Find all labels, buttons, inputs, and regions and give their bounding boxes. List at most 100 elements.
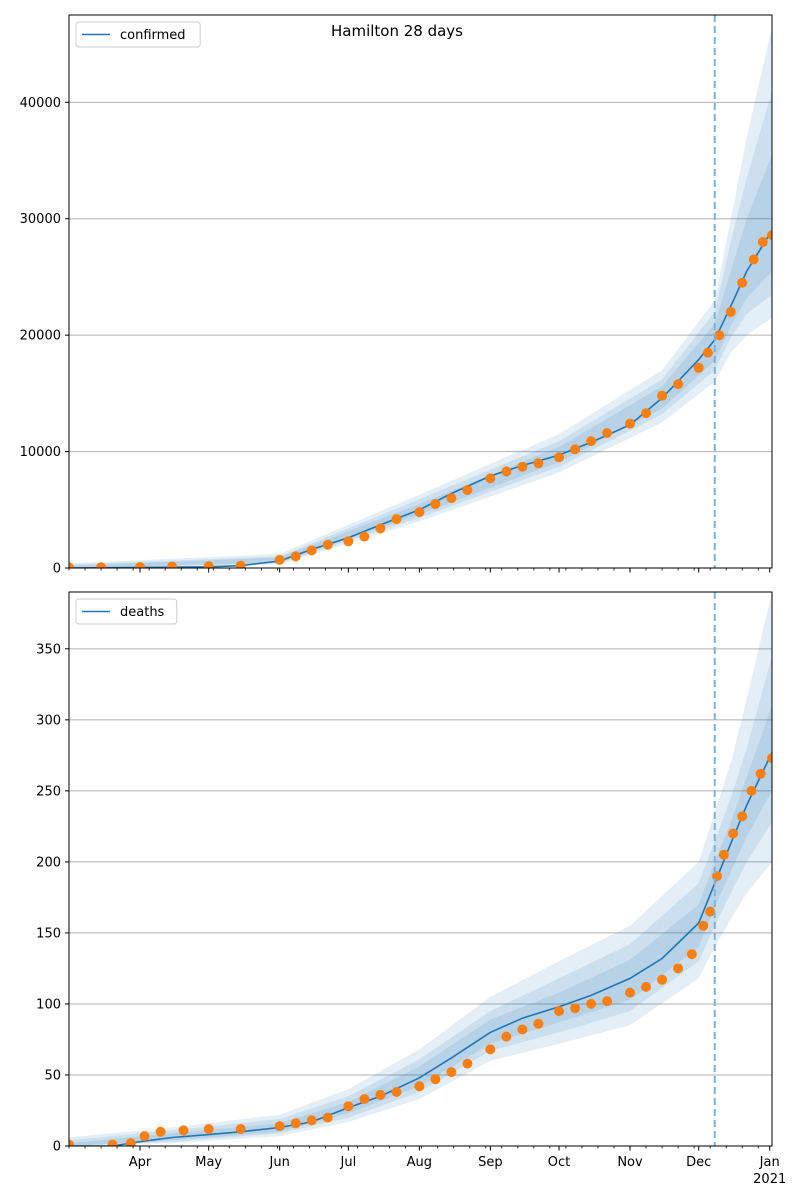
observed-point [686, 949, 697, 960]
observed-point [462, 1058, 473, 1069]
legend-label: confirmed [120, 28, 186, 43]
confirmed-panel: 0 10000 20000 30000 40000 confirmed [20, 14, 773, 577]
observed-point [306, 545, 317, 556]
observed-point [290, 551, 301, 562]
observed-point [391, 1087, 402, 1097]
observed-point [570, 444, 581, 455]
observed-point [359, 531, 370, 542]
observed-point [714, 330, 725, 341]
observed-point [135, 562, 145, 568]
observed-point [446, 493, 457, 504]
observed-point [625, 418, 635, 429]
x-tick-label: Apr [129, 1155, 152, 1170]
observed-point [602, 996, 613, 1007]
observed-point [767, 753, 772, 764]
observed-point [322, 1112, 333, 1123]
axes-frame [68, 591, 773, 1147]
observed-point [274, 554, 285, 565]
observed-point [586, 436, 597, 447]
deaths-legend: deaths [75, 598, 178, 625]
uncertainty-band [69, 154, 772, 568]
observed-point [125, 1138, 136, 1146]
observed-point [167, 561, 177, 568]
observed-point [343, 536, 354, 547]
observed-point [533, 458, 544, 469]
x-tick-label: Dec [686, 1155, 711, 1170]
observed-point [375, 523, 386, 534]
observed-point [517, 1024, 528, 1035]
y-tick-label: 300 [36, 713, 61, 728]
y-tick-label: 150 [36, 926, 61, 941]
observed-point [178, 1125, 189, 1136]
y-tick-label: 250 [36, 784, 61, 799]
observed-point [414, 507, 425, 518]
observed-point [625, 987, 635, 998]
observed-point [414, 1081, 425, 1092]
observed-point [274, 1121, 285, 1132]
y-tick-label: 100 [36, 997, 61, 1012]
x-tick-year-label: 2021 [753, 1172, 786, 1187]
x-tick-label: Sep [478, 1155, 503, 1170]
y-tick-label: 40000 [20, 96, 61, 111]
observed-point [501, 466, 512, 477]
observed-point [69, 562, 74, 568]
observed-point [462, 485, 473, 495]
observed-point [698, 920, 709, 931]
observed-point [602, 428, 613, 438]
x-tick-label: May [195, 1155, 222, 1170]
observed-point [375, 1089, 386, 1100]
observed-point [705, 906, 716, 917]
observed-point [96, 562, 107, 568]
observed-point [430, 499, 441, 509]
observed-point [235, 1124, 246, 1134]
deaths-panel: 0 50 100 150 200 250 300 350 Apr May Jun Jul Aug Sep O… [36, 591, 786, 1187]
observed-point [446, 1067, 457, 1078]
uncertainty-band [69, 26, 772, 568]
observed-point [517, 461, 528, 472]
observed-point [554, 1006, 564, 1017]
observed-point [107, 1139, 118, 1146]
y-tick-label: 50 [44, 1068, 61, 1083]
observed-point [554, 452, 564, 463]
observed-point [748, 254, 759, 265]
observed-point [755, 768, 766, 779]
x-tick-label: Oct [548, 1155, 570, 1170]
observed-point [501, 1031, 512, 1042]
observed-point [69, 1139, 74, 1146]
y-tick-label: 0 [53, 1140, 61, 1155]
observed-point [673, 379, 684, 390]
legend-box [75, 598, 178, 625]
observed-point [391, 514, 402, 525]
y-tick-label: 0 [53, 562, 61, 577]
observed-point [673, 963, 684, 974]
confirmed-legend: confirmed [75, 21, 201, 48]
observed-point [737, 277, 748, 288]
observed-point [290, 1118, 301, 1129]
x-tick-label: Aug [407, 1155, 432, 1170]
observed-point [485, 473, 496, 484]
y-tick-label: 10000 [20, 445, 61, 460]
observed-point [306, 1115, 317, 1126]
x-tick-label: Jul [340, 1155, 357, 1170]
legend-label: deaths [120, 605, 165, 620]
observed-point [641, 981, 652, 992]
observed-point [203, 561, 214, 568]
plot-area [69, 26, 772, 568]
observed-point [757, 237, 768, 247]
observed-point [746, 785, 757, 796]
x-tick-label: Jun [269, 1155, 290, 1170]
uncertainty-band [69, 592, 772, 1146]
observed-point [485, 1044, 496, 1055]
observed-point [718, 849, 729, 860]
legend-box [75, 21, 201, 48]
observed-point [728, 828, 739, 839]
observed-point [737, 811, 748, 822]
observed-point [586, 998, 597, 1009]
figure-title: Hamilton 28 days [331, 22, 463, 40]
observed-point [767, 230, 772, 240]
plot-area [69, 592, 772, 1146]
observed-point [693, 362, 704, 373]
observed-point [430, 1074, 441, 1085]
observed-point [712, 871, 722, 882]
